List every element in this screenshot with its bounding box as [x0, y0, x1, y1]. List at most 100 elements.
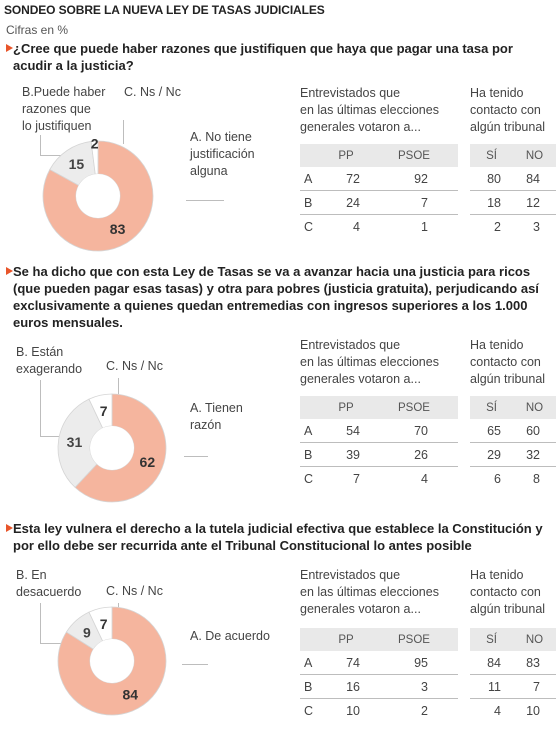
cell-pp: 10	[346, 703, 360, 718]
table-court-head-row: SÍ NO	[470, 144, 556, 167]
slice-label-b: B. En desacuerdo	[16, 568, 82, 599]
cell-no: 3	[533, 219, 540, 234]
table-row: C 7 4	[300, 467, 458, 491]
table-court-head-row: SÍ NO	[470, 396, 556, 419]
table-votes-body: A 54 70 B 39 26 C 7 4	[300, 419, 458, 490]
table-row: 4 10	[470, 699, 556, 723]
table-court-body: 65 60 29 32 6 8	[470, 419, 556, 490]
table-row: 65 60	[470, 419, 556, 443]
row-key: A	[304, 171, 313, 186]
cell-si: 2	[494, 219, 501, 234]
table-header-court: Ha tenido contacto con algún tribunal	[470, 568, 546, 616]
cell-pp: 72	[346, 171, 360, 186]
table-row: 29 32	[470, 443, 556, 467]
row-key: C	[304, 703, 314, 718]
table-head-psoe: PSOE	[370, 396, 458, 419]
donut-chart: 62 31 7	[57, 393, 167, 503]
table-row: 80 84	[470, 167, 556, 191]
table-head-empty	[300, 628, 322, 651]
table-row: B 24 7	[300, 191, 458, 215]
donut-chart: 84 97	[57, 606, 167, 716]
table-court-body: 84 83 11 7 4 10	[470, 651, 556, 722]
table-head-pp: PP	[322, 628, 370, 651]
connector-line-b	[40, 135, 41, 155]
slice-label-b: B.Puede haber razones que lo justifiquen	[22, 85, 106, 133]
cell-psoe: 92	[414, 171, 428, 186]
row-key: B	[304, 679, 313, 694]
slice-value-a: 84	[123, 686, 139, 702]
table-head-si: SÍ	[470, 396, 513, 419]
cell-psoe: 2	[421, 703, 428, 718]
table-row: C 4 1	[300, 215, 458, 239]
table-court-head: SÍ NO	[470, 144, 556, 167]
question-label: Se ha dicho que con esta Ley de Tasas se…	[13, 264, 539, 330]
row-key: B	[304, 195, 313, 210]
cell-pp: 16	[346, 679, 360, 694]
table-row: 11 7	[470, 675, 556, 699]
table-votes-body: A 74 95 B 16 3 C 10 2	[300, 651, 458, 722]
cell-psoe: 95	[414, 655, 428, 670]
table-head-si: SÍ	[470, 144, 513, 167]
table-votes-head-row: PP PSOE	[300, 144, 458, 167]
slice-value-c: 7	[100, 616, 108, 632]
cell-no: 84	[526, 171, 540, 186]
connector-line-a	[184, 456, 208, 457]
slice-value-c: 2	[91, 136, 99, 152]
cell-no: 12	[526, 195, 540, 210]
cell-pp: 54	[346, 423, 360, 438]
bullet-arrow-icon	[6, 44, 13, 52]
cell-no: 60	[526, 423, 540, 438]
cell-psoe: 1	[421, 219, 428, 234]
survey-title: SONDEO SOBRE LA NUEVA LEY DE TASAS JUDIC…	[4, 3, 325, 17]
table-header-court: Ha tenido contacto con algún tribunal	[470, 86, 546, 134]
question-text: Se ha dicho que con esta Ley de Tasas se…	[6, 263, 554, 331]
slice-value-b: 31	[67, 434, 83, 450]
table-court: SÍ NO 65 60 29 32 6 8	[470, 396, 556, 490]
table-votes-body: A 72 92 B 24 7 C 4 1	[300, 167, 458, 238]
table-head-empty	[300, 144, 322, 167]
connector-line-b	[40, 603, 41, 643]
table-head-psoe: PSOE	[370, 628, 458, 651]
table-court-head: SÍ NO	[470, 396, 556, 419]
table-head-pp: PP	[322, 396, 370, 419]
cell-no: 7	[533, 679, 540, 694]
table-votes: PP PSOE A 54 70 B 39 26 C 7 4	[300, 396, 458, 490]
question-label: ¿Cree que puede haber razones que justif…	[13, 41, 513, 73]
table-votes-head-row: PP PSOE	[300, 396, 458, 419]
table-header-votes: Entrevistados que en las últimas eleccio…	[300, 86, 439, 134]
cell-psoe: 26	[414, 447, 428, 462]
table-court: SÍ NO 84 83 11 7 4 10	[470, 628, 556, 722]
cell-pp: 39	[346, 447, 360, 462]
cell-pp: 7	[353, 471, 360, 486]
table-header-votes: Entrevistados que en las últimas eleccio…	[300, 338, 439, 386]
cell-pp: 74	[346, 655, 360, 670]
cell-si: 29	[487, 447, 501, 462]
question-text: ¿Cree que puede haber razones que justif…	[6, 40, 554, 74]
row-key: A	[304, 655, 313, 670]
table-row: B 16 3	[300, 675, 458, 699]
cell-psoe: 70	[414, 423, 428, 438]
table-row: A 74 95	[300, 651, 458, 675]
cell-si: 4	[494, 703, 501, 718]
table-row: B 39 26	[300, 443, 458, 467]
slice-label-c: C. Ns / Nc	[106, 359, 163, 373]
connector-line-c	[118, 378, 119, 396]
table-votes: PP PSOE A 72 92 B 24 7 C 4 1	[300, 144, 458, 238]
connector-line-b	[40, 155, 64, 156]
connector-line-b	[40, 380, 41, 436]
table-court: SÍ NO 80 84 18 12 2 3	[470, 144, 556, 238]
cell-psoe: 4	[421, 471, 428, 486]
donut-hole	[76, 174, 120, 218]
table-votes-head: PP PSOE	[300, 628, 458, 651]
row-key: C	[304, 219, 314, 234]
cell-psoe: 7	[421, 195, 428, 210]
question-text: Esta ley vulnera el derecho a la tutela …	[6, 520, 560, 554]
table-header-votes: Entrevistados que en las últimas eleccio…	[300, 568, 439, 616]
table-court-head: SÍ NO	[470, 628, 556, 651]
table-head-psoe: PSOE	[370, 144, 458, 167]
table-votes: PP PSOE A 74 95 B 16 3 C 10 2	[300, 628, 458, 722]
slice-label-b: B. Están exagerando	[16, 345, 83, 376]
donut-hole	[90, 639, 134, 683]
